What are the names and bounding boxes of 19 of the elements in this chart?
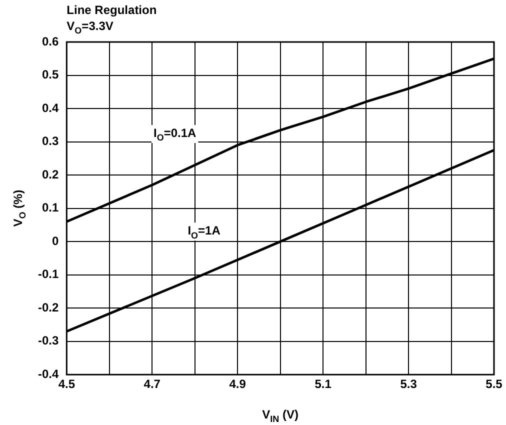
y-tick-label: 0.3: [42, 134, 59, 148]
y-axis-title: VO (%): [11, 190, 28, 227]
x-tick-label: 4.9: [229, 377, 246, 392]
x-tick-label: 5.1: [314, 377, 332, 392]
y-tick-label: 0.2: [42, 167, 59, 182]
y-tick-label: 0.4: [42, 100, 59, 115]
y-tick-label: -0.4: [38, 366, 59, 381]
x-tick-label: 5.3: [400, 377, 418, 392]
x-tick-label: 4.7: [144, 377, 161, 392]
y-tick-label: -0.2: [38, 300, 59, 314]
chart-title: Line Regulation: [66, 3, 157, 17]
y-tick-label: -0.1: [38, 267, 59, 282]
y-tick-label: 0.5: [42, 68, 59, 82]
y-tick-label: 0.6: [42, 34, 59, 48]
y-tick-label: -0.3: [38, 334, 59, 348]
y-tick-label: 0.1: [42, 200, 59, 215]
y-tick-label: 0: [52, 234, 59, 248]
x-tick-label: 4.5: [58, 377, 76, 392]
x-tick-label: 5.5: [486, 377, 503, 392]
